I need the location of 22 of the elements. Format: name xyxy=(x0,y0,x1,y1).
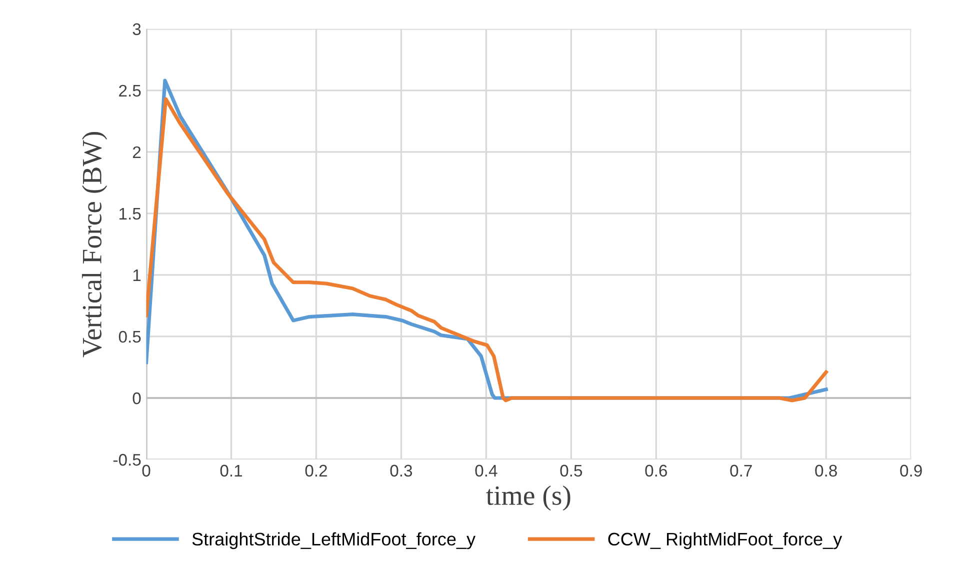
x-tick-label: 0.5 xyxy=(560,464,582,477)
x-tick-label: 0.7 xyxy=(730,464,752,477)
y-tick-label: 1 xyxy=(133,270,141,281)
x-tick-label: 0.9 xyxy=(900,464,922,477)
y-tick-label: 3 xyxy=(132,23,141,36)
y-tick-label: 1.5 xyxy=(120,208,141,220)
x-axis-title: time (s) xyxy=(486,485,570,511)
x-tick-label: 0.6 xyxy=(645,464,667,477)
y-tick-label: 0 xyxy=(132,392,141,404)
y-tick-label: 0.5 xyxy=(118,330,141,343)
x-tick-label: 0.1 xyxy=(220,464,242,477)
x-tick-label: 0.3 xyxy=(390,464,412,477)
legend-label: StraightStride_LeftMidFoot_force_y xyxy=(192,532,476,550)
y-axis-title: Vertical Force (BW) xyxy=(82,132,108,358)
y-tick-label: 2.5 xyxy=(119,84,141,97)
x-tick-label: 0.2 xyxy=(305,464,327,477)
y-tick-label: 2 xyxy=(132,146,141,158)
x-tick-label: 0 xyxy=(142,464,150,477)
x-tick-label: 0.4 xyxy=(475,464,498,477)
x-tick-label: 0.8 xyxy=(815,464,837,477)
y-tick-label: -0.5 xyxy=(113,454,141,466)
legend-label: CCW_ RightMidFoot_force_y xyxy=(608,532,842,550)
